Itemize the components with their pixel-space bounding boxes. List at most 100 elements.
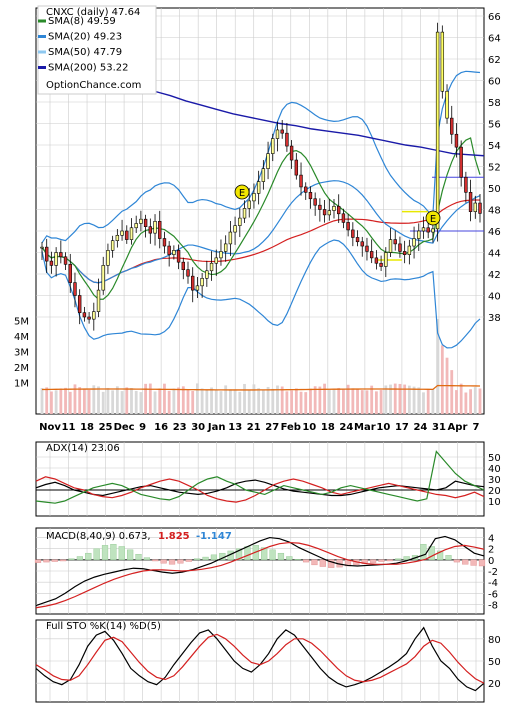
date-tick-label: Mar: [354, 422, 376, 433]
candle-body: [92, 311, 96, 320]
volume-bar: [351, 388, 355, 414]
watermark-text: OptionChance.com: [46, 80, 141, 91]
candle-body: [233, 225, 237, 233]
volume-bar: [54, 390, 58, 414]
candle-body: [365, 245, 369, 252]
volume-bar: [356, 388, 359, 414]
date-tick-label: 27: [265, 422, 279, 433]
panel-series-line: [35, 633, 485, 684]
volume-bar: [337, 387, 341, 414]
candle-body: [445, 90, 449, 119]
candle-body: [54, 252, 58, 266]
candle-body: [242, 208, 247, 219]
date-tick-label: 18: [80, 422, 94, 433]
volume-bar: [346, 384, 350, 414]
volume-bar: [436, 318, 440, 414]
candle-body: [110, 240, 115, 251]
volume-bar: [450, 370, 454, 414]
volume-bar: [389, 384, 392, 414]
candle-body: [450, 117, 454, 135]
panel-tick-label: -6: [488, 589, 498, 600]
volume-bar: [407, 385, 411, 414]
macd-histogram-bar: [202, 556, 209, 561]
macd-histogram-bar: [152, 559, 159, 562]
earnings-marker-label: E: [239, 188, 245, 199]
sma20-line: [41, 180, 481, 284]
date-tick-label: 25: [99, 422, 113, 433]
volume-bar: [360, 390, 364, 414]
candle-body: [351, 229, 355, 238]
candle-body: [59, 252, 63, 258]
date-tick-label: 21: [247, 422, 261, 433]
volume-bar: [158, 388, 162, 414]
candle-body: [393, 239, 397, 245]
candle-body: [459, 146, 463, 178]
candle-body: [228, 231, 233, 245]
price-tick-label: 52: [488, 163, 501, 174]
volume-bar: [247, 390, 251, 414]
volume-bar: [233, 389, 237, 414]
candle-body: [398, 243, 402, 252]
candle-body: [96, 289, 101, 312]
volume-bar: [464, 392, 468, 414]
macd-histogram-bar: [135, 554, 142, 561]
volume-bar: [181, 386, 185, 414]
volume-bar: [309, 388, 312, 414]
volume-bar: [64, 387, 67, 414]
volume-bar: [304, 392, 308, 414]
date-tick-label: Feb: [281, 422, 301, 433]
price-tick-label: 54: [488, 141, 501, 152]
volume-bar: [205, 390, 209, 414]
candle-body: [45, 246, 49, 262]
volume-bar: [384, 385, 388, 414]
volume-tick-label: 4M: [14, 332, 29, 343]
candle-body: [209, 262, 214, 272]
panel-tick-label: -4: [488, 578, 498, 589]
date-tick-label: Dec: [114, 422, 135, 433]
macd-histogram-bar: [420, 544, 427, 561]
candle-body: [172, 250, 176, 255]
candle-body: [304, 186, 308, 193]
candle-body: [341, 213, 346, 223]
candle-body: [87, 316, 91, 320]
candle-body: [374, 257, 379, 264]
candle-body: [275, 129, 280, 139]
candle-body: [426, 227, 430, 233]
candle-body: [337, 205, 341, 215]
volume-bar: [73, 384, 77, 414]
candle-body: [421, 227, 426, 232]
price-tick-label: 44: [488, 249, 501, 260]
candle-body: [299, 174, 303, 188]
macd-histogram-bar: [244, 546, 251, 561]
date-tick-label: 13: [228, 422, 242, 433]
candle-body: [252, 193, 256, 202]
macd-histogram-bar: [93, 548, 100, 561]
macd-histogram-bar: [286, 556, 293, 561]
date-tick-label: 9: [139, 422, 146, 433]
macd-histogram-bar: [143, 557, 151, 561]
volume-bar: [323, 383, 326, 414]
date-tick-label: 30: [191, 422, 205, 433]
date-tick-label: 7: [473, 422, 480, 433]
macd-histogram-bar: [453, 559, 460, 563]
volume-tick-label: 1M: [14, 379, 29, 390]
candle-body: [49, 260, 54, 266]
macd-histogram-bar: [34, 559, 42, 563]
macd-histogram-bar: [76, 556, 83, 561]
volume-bar: [172, 388, 176, 414]
price-tick-label: 62: [488, 55, 501, 66]
volume-bar: [422, 392, 425, 414]
volume-bar: [365, 390, 369, 414]
price-tick-label: 38: [488, 313, 501, 324]
bollinger-lower-line: [41, 239, 481, 349]
candle-body: [167, 245, 171, 255]
volume-bar: [374, 391, 378, 414]
panel-tick-label: -2: [488, 567, 498, 578]
candle-body: [153, 221, 157, 234]
stochastic-panel: 20 50 80 Full STO %K(14) %D(5): [35, 619, 501, 703]
candle-body: [68, 264, 72, 283]
candle-body: [402, 251, 407, 255]
date-tick-label: 23: [173, 422, 187, 433]
